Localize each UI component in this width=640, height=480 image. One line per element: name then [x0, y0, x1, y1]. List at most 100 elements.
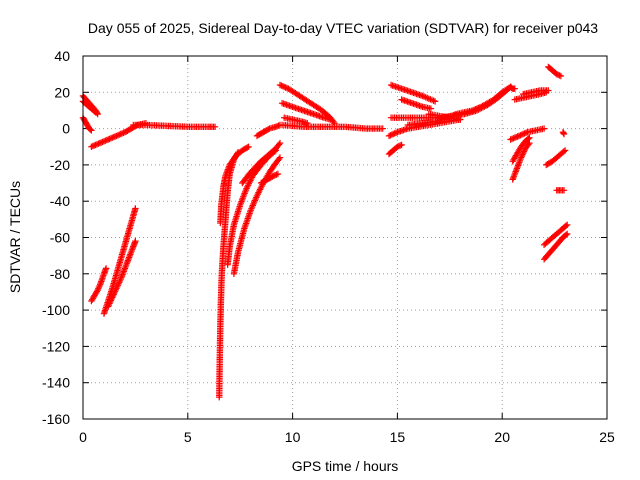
series-arc-af: [509, 139, 533, 183]
data-point: [525, 141, 532, 148]
data-point: [431, 98, 439, 105]
x-axis-title: GPS time / hours: [292, 458, 399, 474]
data-point: [540, 125, 548, 132]
y-tick-label: 40: [54, 48, 70, 64]
data-point: [115, 280, 122, 287]
y-tick-label: 20: [54, 84, 70, 100]
series-arc-o: [258, 170, 282, 187]
data-point: [299, 107, 307, 114]
series-arc-p: [276, 81, 338, 127]
data-point: [413, 101, 420, 108]
data-point: [404, 87, 411, 94]
y-tick-label: 0: [62, 121, 70, 137]
data-point: [109, 294, 116, 301]
series-arc-ad: [507, 125, 548, 143]
y-tick-label: -20: [50, 157, 70, 173]
data-point: [557, 72, 565, 80]
series-arc-ag: [540, 230, 571, 263]
series-arc-s: [281, 114, 311, 127]
data-point: [327, 116, 334, 123]
y-tick-label: -160: [42, 411, 70, 427]
data-point: [562, 222, 570, 229]
series-arc-e: [130, 121, 219, 130]
x-tick-label: 0: [79, 429, 87, 445]
series-arc-aa: [507, 83, 518, 92]
y-tick-label: -100: [42, 302, 70, 318]
data-point: [518, 131, 525, 138]
data-point: [553, 71, 560, 78]
data-point: [518, 152, 525, 160]
data-point: [276, 139, 284, 147]
series-arc-q: [278, 100, 334, 123]
data-point: [89, 296, 96, 303]
data-point: [111, 288, 119, 295]
series-arc-z: [425, 110, 464, 123]
data-point: [107, 298, 114, 306]
series-arc-f: [88, 265, 110, 305]
x-tick-label: 10: [285, 429, 301, 445]
data-point: [427, 105, 435, 112]
data-point: [114, 283, 121, 290]
series-arc-y: [404, 83, 514, 129]
data-point: [379, 125, 386, 132]
data-point: [526, 134, 533, 141]
series-arc-ac: [520, 87, 552, 98]
data-point: [108, 295, 115, 303]
data-point: [109, 292, 117, 300]
data-point: [274, 170, 282, 178]
data-point: [526, 139, 533, 147]
series-arc-g: [100, 205, 139, 317]
data-point: [514, 162, 522, 169]
data-point: [92, 109, 99, 116]
data-point: [97, 281, 104, 288]
y-tick-label: -40: [50, 193, 70, 209]
series-arc-h: [105, 237, 139, 310]
series-arc-l: [230, 154, 284, 277]
series-arc-ak: [553, 187, 568, 194]
data-layer: [79, 63, 571, 401]
data-point: [94, 286, 101, 294]
data-point: [88, 143, 95, 150]
tick-layer: 0 5 10 15 20 25 40 20 0 -20 -40 -60 -80 -100 -120 -140 -…: [42, 48, 615, 445]
data-point: [457, 116, 464, 123]
x-tick-label: 25: [599, 429, 615, 445]
data-point: [91, 108, 98, 115]
data-point: [562, 231, 570, 238]
data-point: [560, 148, 567, 155]
data-point: [265, 126, 272, 133]
data-point: [272, 123, 279, 130]
data-point: [114, 282, 122, 289]
data-point: [511, 85, 518, 92]
data-point: [519, 151, 526, 158]
data-point: [105, 303, 112, 310]
data-point: [388, 131, 395, 138]
data-point: [430, 97, 437, 104]
y-tick-label: -140: [42, 375, 70, 391]
series-arc-d: [88, 120, 150, 150]
series-arc-r: [278, 121, 386, 132]
series-arc-i: [216, 149, 242, 401]
data-point: [545, 87, 552, 94]
data-point: [100, 272, 107, 279]
data-point: [87, 126, 94, 133]
data-point: [132, 205, 139, 212]
data-point: [276, 154, 284, 161]
data-point: [113, 285, 120, 292]
series-arc-n: [253, 121, 284, 140]
data-point: [516, 159, 523, 166]
y-tick-label: -80: [50, 266, 70, 282]
data-point: [520, 148, 528, 155]
series-arc-aj: [545, 63, 565, 80]
data-point: [102, 265, 110, 272]
y-tick-label: -60: [50, 230, 70, 246]
data-point: [211, 123, 219, 130]
data-point: [117, 276, 124, 283]
data-point: [132, 237, 139, 245]
data-point: [283, 101, 290, 108]
x-tick-label: 15: [390, 429, 406, 445]
series-arc-m: [239, 139, 284, 187]
data-point: [106, 300, 113, 307]
data-point: [93, 288, 101, 295]
data-point: [419, 92, 426, 100]
